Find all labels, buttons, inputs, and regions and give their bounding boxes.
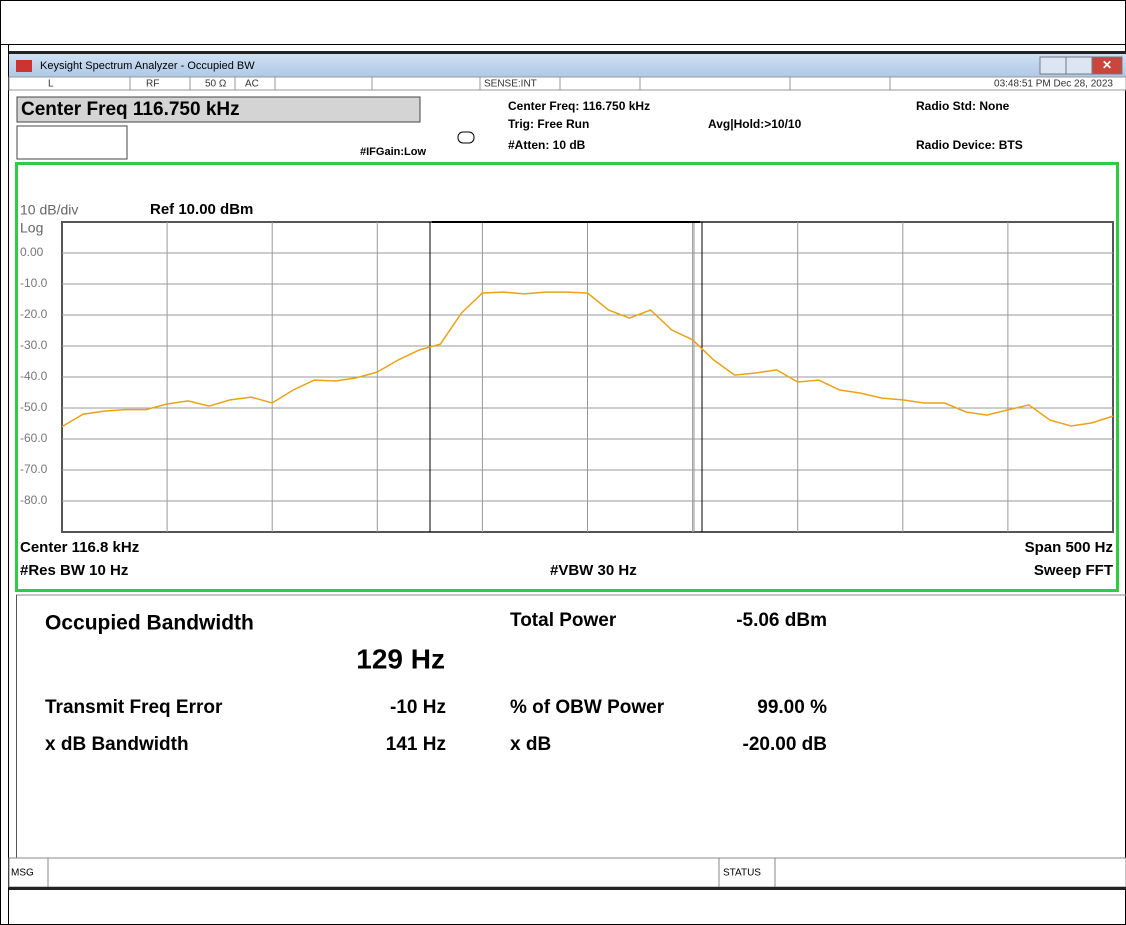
radio-std: Radio Std: None xyxy=(916,99,1010,113)
results: Occupied Bandwidth 129 Hz Total Power -5… xyxy=(45,610,827,755)
radio-device: Radio Device: BTS xyxy=(916,138,1023,152)
if-gain: #IFGain:Low xyxy=(360,146,426,158)
input-box[interactable] xyxy=(16,125,128,160)
status-item: SENSE:INT xyxy=(484,79,537,90)
center-freq: Center Freq 116.750 kHz xyxy=(21,99,240,120)
ref-label: Ref 10.00 dBm xyxy=(150,201,253,218)
y-tick-label: -50.0 xyxy=(20,400,48,414)
status-row xyxy=(8,76,1126,91)
xdb-bw-value: 141 Hz xyxy=(386,734,446,755)
app-icon xyxy=(16,60,32,72)
trigger-icon xyxy=(457,131,475,144)
window-title: Keysight Spectrum Analyzer - Occupied BW xyxy=(40,60,255,72)
window-edge xyxy=(9,51,1126,54)
scale-label: 10 dB/div xyxy=(20,202,78,218)
xdb-label: x dB xyxy=(510,734,551,755)
y-tick-label: 0.00 xyxy=(20,245,44,259)
y-tick-label: -10.0 xyxy=(20,276,48,290)
tfe-label: Transmit Freq Error xyxy=(45,697,223,718)
status-item: RF xyxy=(146,79,159,90)
center-label: Center 116.8 kHz xyxy=(20,539,139,556)
window-edge xyxy=(9,887,1126,890)
total-power-value: -5.06 dBm xyxy=(736,610,827,631)
xdb-value: -20.00 dB xyxy=(743,734,827,755)
restore-button[interactable] xyxy=(1065,56,1093,75)
message-bar xyxy=(8,857,1126,888)
y-tick-label: -20.0 xyxy=(20,307,48,321)
obw-power-label: % of OBW Power xyxy=(510,697,665,718)
minimize-button[interactable] xyxy=(1039,56,1067,75)
obw-power-value: 99.00 % xyxy=(757,697,827,718)
avg-hold: Avg|Hold:>10/10 xyxy=(708,117,802,131)
setting: #Atten: 10 dB xyxy=(508,138,586,152)
obw-title: Occupied Bandwidth xyxy=(45,612,254,635)
status-item: 50 Ω xyxy=(205,79,227,90)
trace xyxy=(61,291,1114,428)
status-item: L xyxy=(48,79,54,90)
close-button[interactable] xyxy=(1091,56,1123,75)
msg: MSG xyxy=(11,868,34,879)
y-tick-label: -60.0 xyxy=(20,431,48,445)
y-tick-label: -80.0 xyxy=(20,493,48,507)
y-tick-label: -40.0 xyxy=(20,369,48,383)
tfe-value: -10 Hz xyxy=(390,697,446,718)
header: Center Freq 116.750 kHz #IFGain:Low Avg|… xyxy=(16,96,1023,160)
title-bar xyxy=(9,54,1126,77)
sweep-label: Sweep FFT xyxy=(1034,562,1113,579)
y-tick-label: -70.0 xyxy=(20,462,48,476)
rbw-label: #Res BW 10 Hz xyxy=(20,562,128,579)
obw-value: 129 Hz xyxy=(356,643,445,674)
status-item: 03:48:51 PM Dec 28, 2023 xyxy=(994,79,1113,90)
status: STATUS xyxy=(723,868,761,879)
setting: Trig: Free Run xyxy=(508,117,589,131)
status-item: AC xyxy=(245,79,259,90)
setting: Center Freq: 116.750 kHz xyxy=(508,99,650,113)
span-label: Span 500 Hz xyxy=(1025,539,1113,556)
close-icon: ✕ xyxy=(1102,58,1112,72)
total-power-label: Total Power xyxy=(510,610,617,631)
center-freq-box[interactable] xyxy=(16,96,421,123)
scale-type: Log xyxy=(20,220,43,236)
vbw-label: #VBW 30 Hz xyxy=(550,562,637,579)
y-tick-label: -30.0 xyxy=(20,338,48,352)
xdb-bw-label: x dB Bandwidth xyxy=(45,734,189,755)
